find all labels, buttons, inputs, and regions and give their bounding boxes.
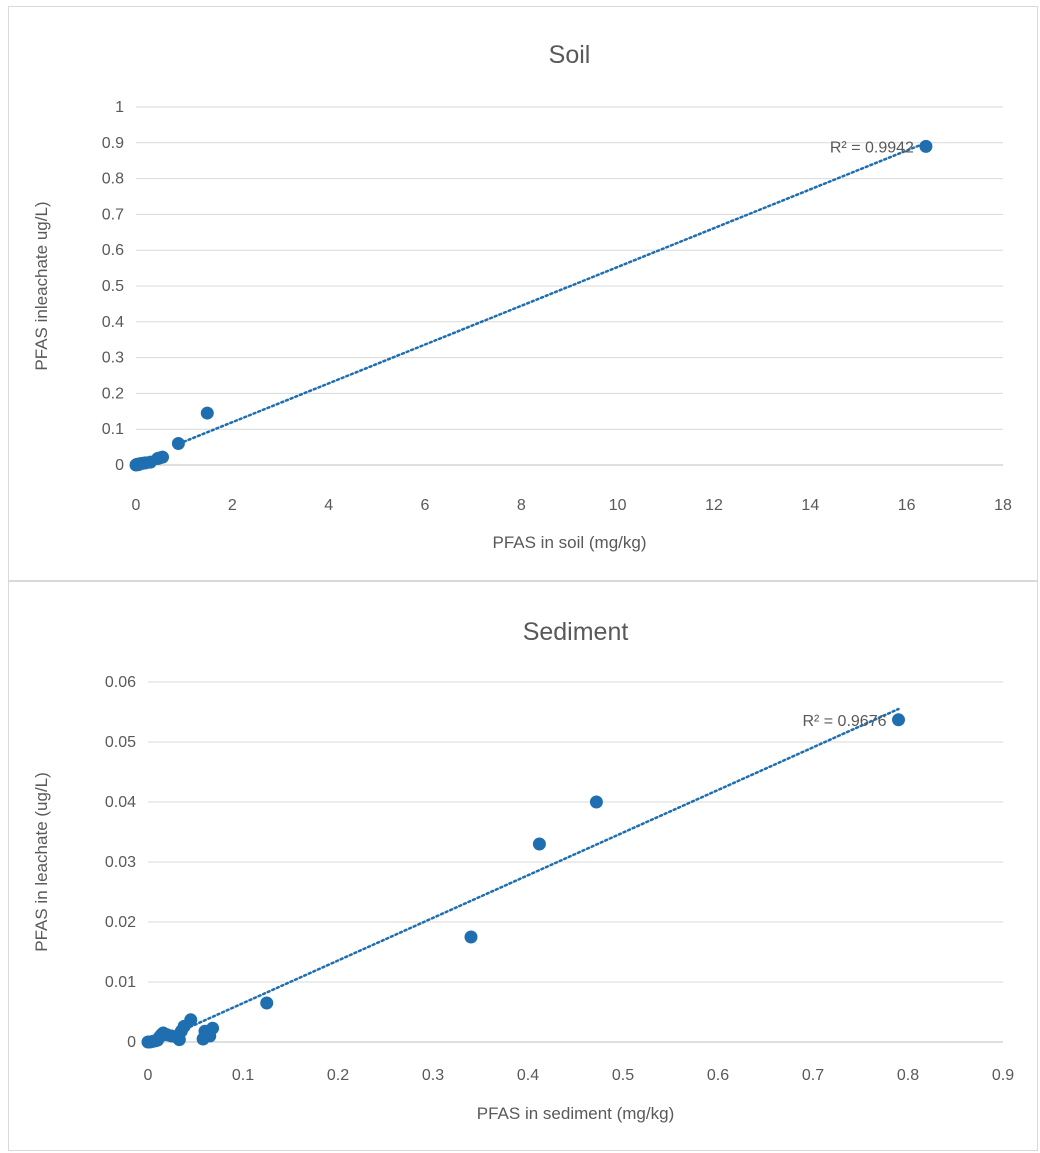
y-tick-label: 0 [127,1034,136,1051]
y-tick-label: 0.5 [102,278,124,295]
x-tick-label: 0.1 [232,1067,254,1084]
x-tick-label: 2 [228,497,237,514]
soil-chart-panel: Soil 0 0.1 0.2 0.3 0.4 0.5 0.6 0.7 0.8 0.9 1 0 2 4 6 8 10… [8,6,1038,581]
y-axis-label: PFAS inleachate ug/L) [32,201,51,370]
y-tick-label: 0.03 [105,854,136,871]
sediment-chart-panel: Sediment 0 0.01 0.02 0.03 0.04 0.05 0.06 0 0.1 0.2… [8,581,1038,1151]
y-tick-label: 0.6 [102,242,124,259]
x-tick-label: 0.6 [707,1067,729,1084]
y-axis-label: PFAS in leachate (ug/L) [32,772,51,952]
y-tick-label: 0.3 [102,350,124,367]
x-tick-label: 18 [994,497,1012,514]
data-point [919,139,933,153]
data-point [892,713,905,727]
x-tick-label: 0.8 [897,1067,919,1084]
data-point [589,795,603,809]
x-axis-label: PFAS in soil (mg/kg) [493,533,647,552]
y-tick-label: 0.05 [105,734,136,751]
trendline [175,707,900,1035]
y-tick-label: 0 [115,457,124,474]
y-tick-label: 0.7 [102,206,124,223]
x-tick-label: 0 [132,497,141,514]
y-tick-label: 0.4 [102,314,124,331]
y-tick-label: 0.8 [102,171,124,188]
x-tick-label: 0 [144,1067,153,1084]
chart-title: Soil [549,41,591,69]
x-tick-label: 0.4 [517,1067,539,1084]
x-tick-label: 0.9 [992,1067,1014,1084]
x-tick-label: 4 [324,497,333,514]
x-axis-label: PFAS in sediment (mg/kg) [477,1104,674,1123]
x-tick-label: 6 [421,497,430,514]
data-point [464,930,478,944]
sediment-scatter-chart: Sediment 0 0.01 0.02 0.03 0.04 0.05 0.06 0 0.1 0.2… [32,618,1014,1123]
data-point [200,406,214,420]
x-tick-label: 0.5 [612,1067,634,1084]
x-tick-label: 0.2 [327,1067,349,1084]
data-point [206,1021,220,1035]
y-tick-label: 0.1 [102,421,124,438]
y-tick-label: 0.04 [105,794,136,811]
y-tick-label: 0.02 [105,914,136,931]
x-tick-label: 8 [517,497,526,514]
data-point [260,996,274,1010]
y-tick-label: 0.2 [102,385,124,402]
x-tick-label: 12 [705,497,723,514]
x-tick-label: 0.3 [422,1067,444,1084]
x-tick-label: 14 [801,497,819,514]
x-tick-label: 10 [609,497,627,514]
chart-title: Sediment [523,618,629,646]
data-point [184,1013,198,1027]
x-tick-label: 0.7 [802,1067,824,1084]
trendline [178,141,928,445]
r-squared-label: R² = 0.9942 [830,139,914,156]
data-point [171,437,185,451]
x-tick-label: 16 [898,497,916,514]
r-squared-label: R² = 0.9676 [802,713,886,730]
y-tick-label: 0.01 [105,974,136,991]
data-point [532,837,546,851]
y-tick-label: 1 [115,99,124,116]
data-point [155,450,169,464]
y-tick-label: 0.06 [105,674,136,691]
y-tick-label: 0.9 [102,135,124,152]
